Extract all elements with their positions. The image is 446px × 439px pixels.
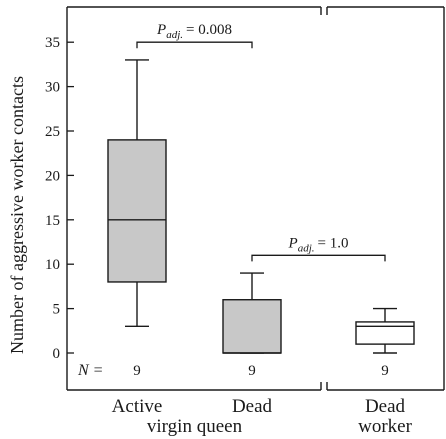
y-tick-label: 0 xyxy=(53,346,61,362)
n-value: 9 xyxy=(133,363,141,379)
boxes: 9 9 9 xyxy=(107,59,415,379)
x-group-label: worker xyxy=(358,416,412,437)
y-tick-label: 5 xyxy=(53,302,61,318)
y-tick-label: 20 xyxy=(45,168,60,184)
x-category-label: Active xyxy=(112,396,163,417)
comparisons: Padj. = 0.008 Padj. = 1.0 xyxy=(136,22,386,262)
n-value: 9 xyxy=(248,363,256,379)
y-tick-label: 25 xyxy=(45,124,60,140)
box xyxy=(107,139,167,283)
box-group: 9 xyxy=(355,307,415,379)
bracket-line xyxy=(136,41,253,49)
p-value-label: Padj. = 1.0 xyxy=(288,235,349,254)
box-group: 9 xyxy=(107,59,167,379)
y-tick-label: 35 xyxy=(45,35,60,51)
y-axis-label: Number of aggressive worker contacts xyxy=(7,76,27,354)
p-value-label: Padj. = 0.008 xyxy=(156,22,232,41)
x-category-label: Dead xyxy=(232,396,273,417)
y-tick-label: 10 xyxy=(45,257,60,273)
x-group-label: virgin queen xyxy=(147,416,243,437)
n-label: N = xyxy=(77,362,103,379)
n-value: 9 xyxy=(381,363,389,379)
y-axis: 0 5 10 15 20 25 30 35 xyxy=(45,35,74,362)
x-category-label: Dead xyxy=(365,396,406,417)
box xyxy=(355,321,415,345)
y-tick-label: 15 xyxy=(45,213,60,229)
plot-frame xyxy=(66,6,445,391)
bracket-line xyxy=(251,254,386,262)
box-group: 9 xyxy=(222,272,282,379)
box xyxy=(222,299,282,354)
y-tick-label: 30 xyxy=(45,80,60,96)
comparison-bracket: Padj. = 0.008 xyxy=(136,22,253,49)
comparison-bracket: Padj. = 1.0 xyxy=(251,235,386,262)
